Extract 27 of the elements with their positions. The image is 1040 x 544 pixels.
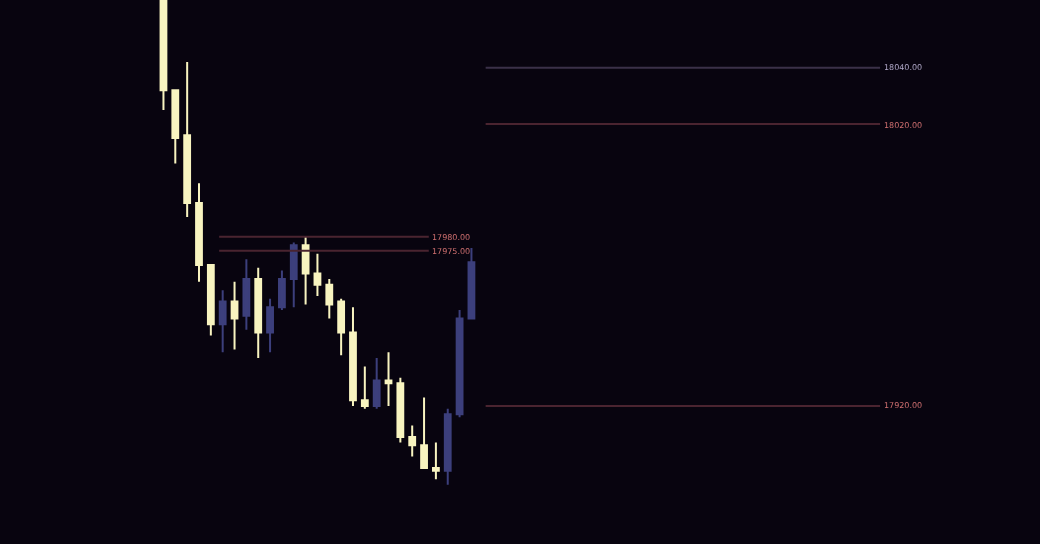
candlestick — [242, 258, 251, 331]
candlestick — [408, 424, 417, 458]
candlestick — [349, 306, 357, 407]
candlestick — [420, 396, 428, 469]
candlestick — [325, 278, 334, 320]
candlestick — [183, 61, 192, 219]
candlestick — [396, 376, 405, 444]
candlestick — [218, 289, 227, 354]
candlestick — [289, 241, 298, 309]
candlestick — [372, 356, 381, 410]
candlestick — [254, 266, 263, 359]
candlestick — [301, 235, 310, 306]
candlestick — [384, 351, 393, 407]
candlestick — [195, 182, 203, 283]
candlestick — [230, 280, 239, 351]
candlestick — [171, 89, 180, 165]
candlestick — [443, 407, 452, 486]
candlestick — [455, 309, 464, 419]
candlestick — [278, 269, 286, 312]
candlestick — [266, 297, 274, 354]
candlestick — [360, 365, 369, 410]
candlestick — [432, 441, 440, 481]
candlestick — [159, 0, 168, 111]
candlestick — [206, 263, 215, 337]
candlestick — [337, 297, 346, 357]
candlestick — [313, 252, 322, 297]
candlestick — [467, 247, 476, 320]
